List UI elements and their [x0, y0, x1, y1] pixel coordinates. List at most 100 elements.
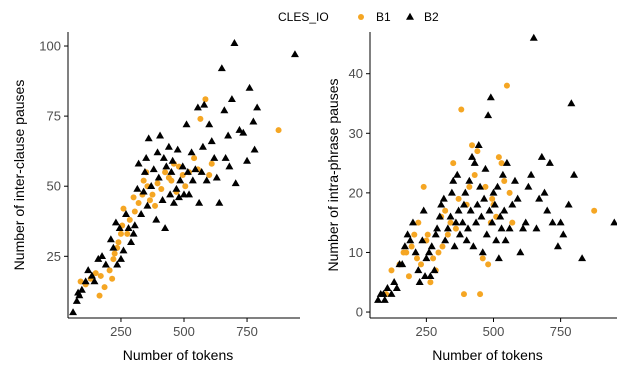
point-b2	[139, 187, 148, 195]
point-b1	[503, 82, 510, 89]
point-b1	[442, 207, 449, 214]
point-b2	[468, 152, 477, 160]
point-b1	[101, 284, 108, 291]
point-b2	[502, 158, 511, 166]
point-b2	[168, 156, 177, 164]
point-b2	[535, 194, 544, 202]
point-b2	[101, 260, 110, 268]
point-b2	[162, 162, 171, 170]
point-b1	[411, 231, 418, 238]
point-b2	[454, 206, 463, 214]
point-b2	[508, 200, 517, 208]
point-b1	[477, 291, 484, 298]
point-b2	[119, 246, 128, 254]
point-b1	[117, 230, 124, 237]
point-b2	[94, 254, 103, 262]
point-b2	[427, 242, 436, 250]
point-b1	[197, 115, 204, 122]
point-b1	[109, 275, 116, 282]
x-axis-title: Number of tokens	[432, 347, 543, 363]
legend-title: CLES_IO	[278, 10, 329, 24]
point-b2	[488, 218, 497, 226]
point-b2	[210, 153, 219, 161]
point-b2	[134, 159, 143, 167]
point-b1	[408, 243, 415, 250]
point-b1	[126, 216, 133, 223]
point-b2	[421, 272, 430, 280]
legend: CLES_IO B1 B2	[278, 10, 439, 24]
point-b2	[441, 236, 450, 244]
point-b2	[202, 176, 211, 184]
y-tick-label: 10	[349, 245, 363, 260]
point-b2	[140, 167, 149, 175]
point-b2	[519, 224, 528, 232]
point-b1	[450, 160, 457, 167]
point-b2	[496, 212, 505, 220]
point-b2	[500, 206, 509, 214]
point-b1	[447, 219, 454, 226]
point-b2	[451, 218, 460, 226]
point-b1	[92, 270, 99, 277]
point-b2	[510, 176, 519, 184]
point-b2	[570, 170, 579, 178]
point-b2	[164, 142, 173, 150]
point-b1	[135, 200, 142, 207]
point-b2	[159, 153, 168, 161]
point-b2	[513, 194, 522, 202]
point-b1	[501, 177, 508, 184]
y-tick-label: 100	[39, 39, 61, 54]
point-b2	[77, 285, 86, 293]
point-b2	[239, 128, 248, 136]
point-b2	[147, 182, 156, 189]
point-b1	[509, 219, 516, 226]
point-b2	[166, 190, 175, 198]
point-b2	[422, 254, 431, 262]
point-b2	[172, 184, 181, 192]
point-b2	[461, 188, 470, 196]
point-b1	[140, 177, 147, 184]
point-b2	[217, 64, 226, 72]
point-b1	[179, 172, 186, 178]
point-b1	[168, 177, 175, 184]
point-b2	[478, 248, 487, 256]
point-b1	[495, 154, 502, 161]
point-b2	[532, 224, 541, 232]
point-b1	[460, 291, 467, 298]
point-b1	[97, 272, 104, 279]
point-b2	[90, 277, 99, 285]
point-b2	[492, 236, 501, 244]
point-b1	[208, 160, 215, 167]
point-b2	[230, 39, 239, 46]
point-b2	[435, 212, 444, 220]
point-b2	[392, 284, 401, 291]
point-b2	[430, 266, 439, 274]
point-b2	[476, 182, 485, 190]
point-b1	[158, 186, 165, 193]
point-b2	[559, 230, 568, 238]
point-b2	[124, 224, 133, 232]
point-b2	[459, 200, 468, 208]
point-b1	[471, 172, 478, 178]
point-b2	[188, 176, 197, 184]
x-tick-label: 500	[173, 324, 195, 339]
point-b2	[106, 235, 115, 243]
point-b2	[75, 291, 84, 299]
panel-intra-phrase: 0 10 20 30 40 250 500 750 Number of tokens Number…	[325, 32, 617, 363]
point-b2	[220, 106, 229, 114]
point-b2	[174, 193, 183, 201]
point-b1	[489, 195, 496, 202]
point-b2	[516, 248, 525, 256]
point-b2	[84, 266, 93, 274]
point-b2	[578, 254, 587, 262]
point-b2	[390, 278, 399, 285]
point-b2	[182, 120, 191, 128]
point-b2	[143, 201, 152, 209]
point-b2	[191, 165, 200, 173]
point-b2	[450, 242, 459, 250]
point-b2	[183, 167, 192, 175]
y-tick-label: 20	[349, 185, 363, 200]
point-b2	[556, 218, 565, 226]
point-b2	[149, 165, 158, 173]
